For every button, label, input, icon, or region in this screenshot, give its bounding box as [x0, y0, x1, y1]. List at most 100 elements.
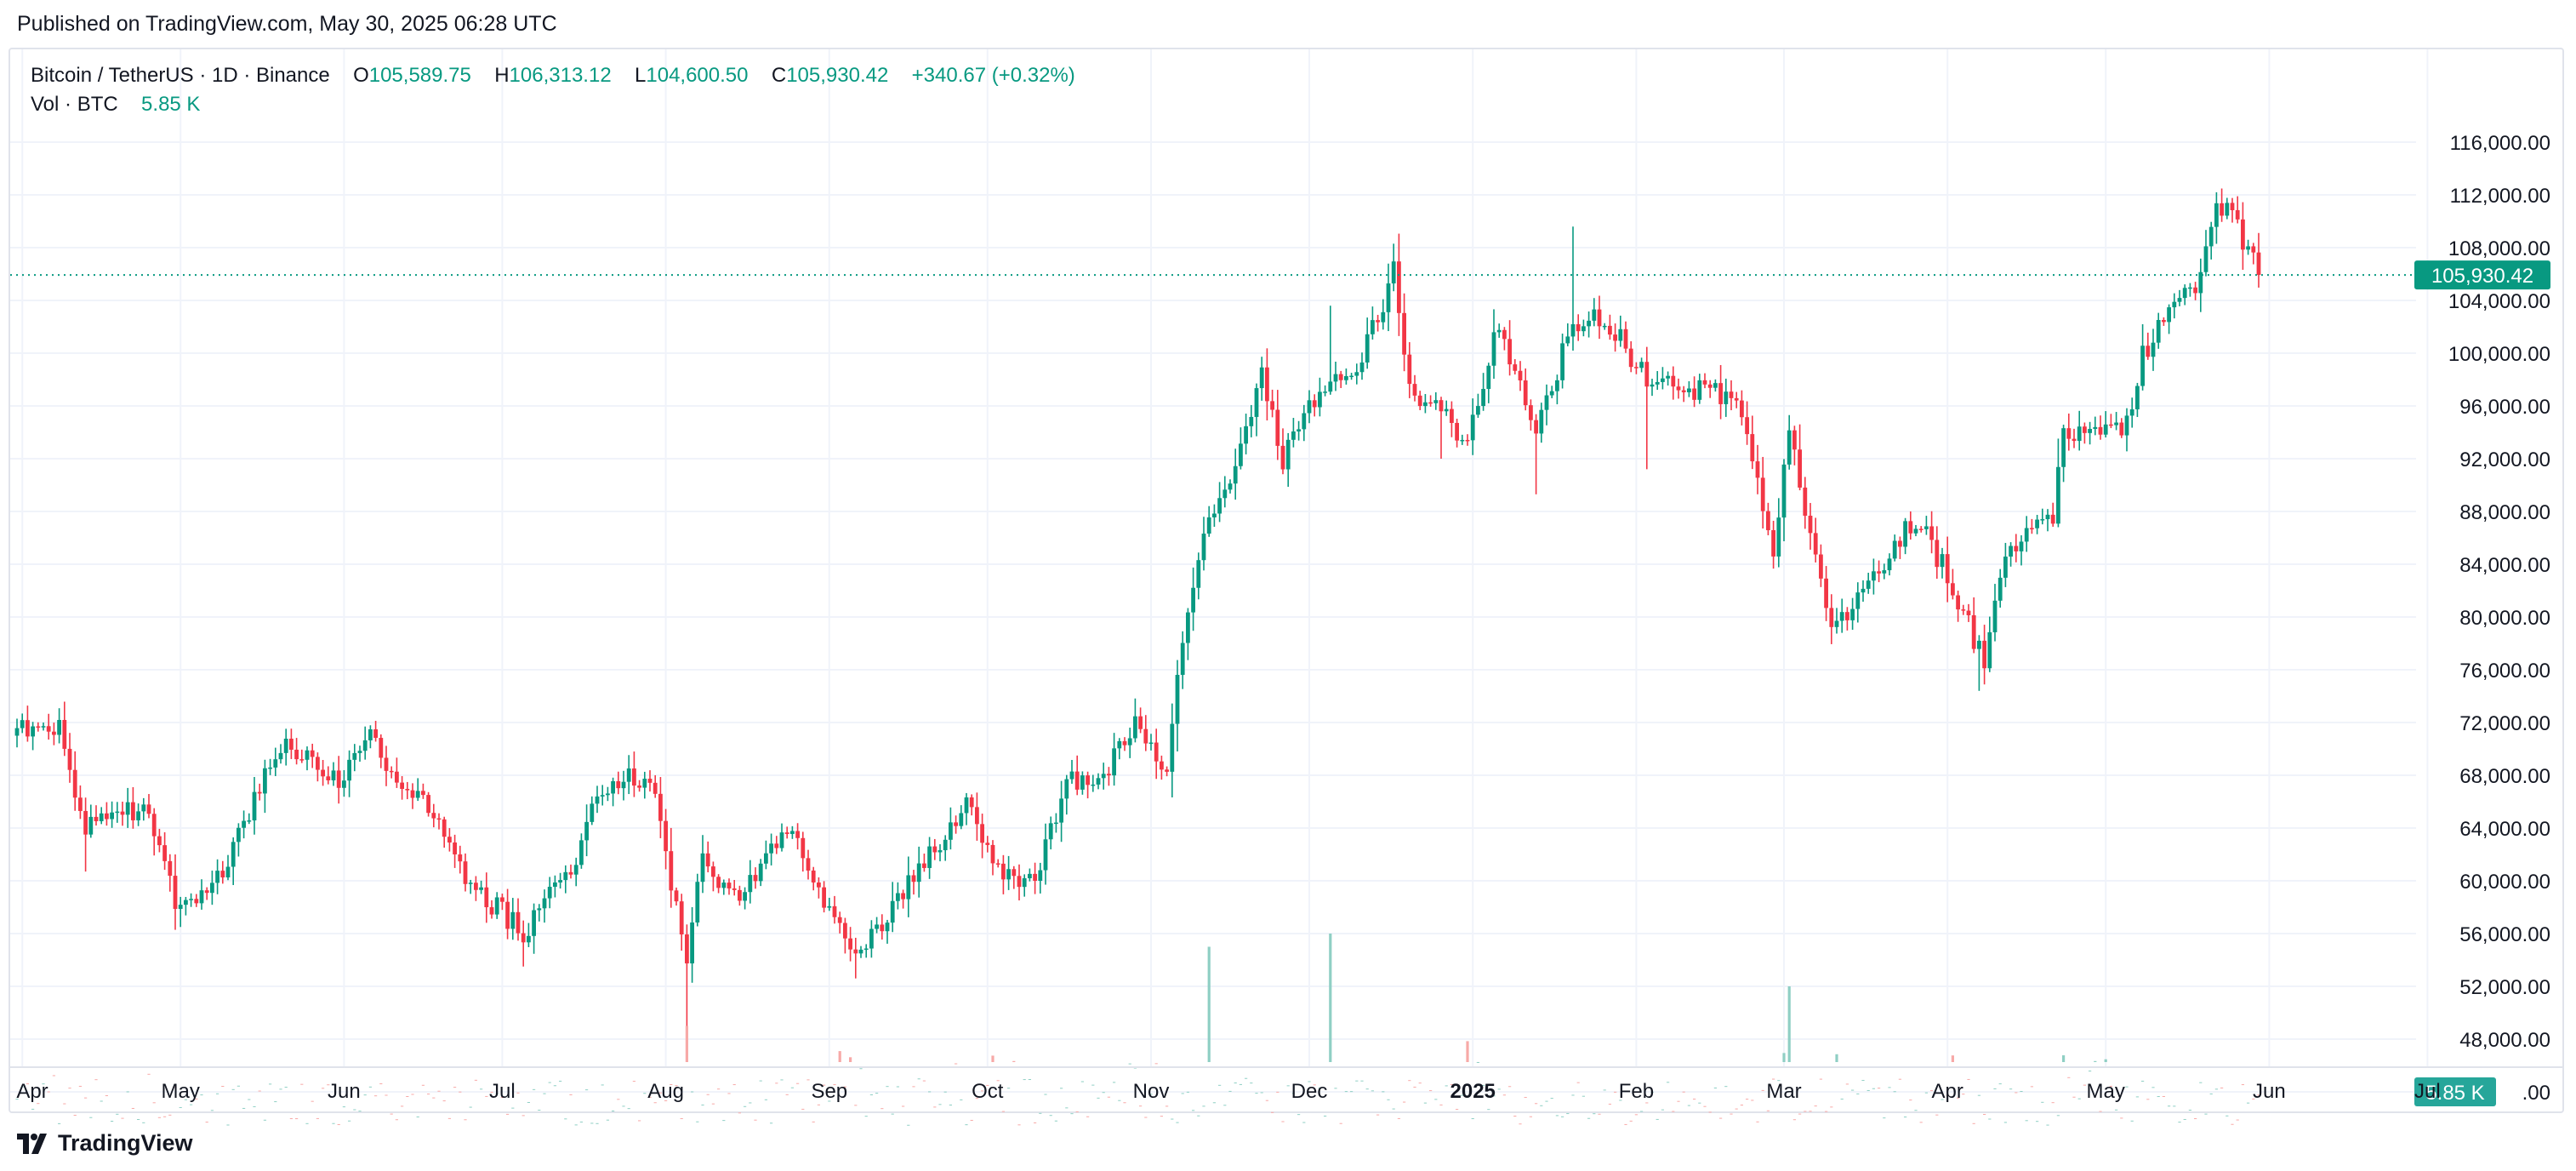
volume-bar: [1698, 1102, 1701, 1104]
candle-body: [1597, 309, 1602, 327]
candle-body: [1866, 580, 1871, 589]
candle-body: [26, 720, 30, 737]
chart-frame[interactable]: [9, 48, 2564, 1113]
candle-body: [88, 816, 94, 835]
candle-body: [547, 887, 552, 899]
candle-body: [1982, 640, 1986, 669]
candle-body: [969, 797, 974, 808]
candle-body: [1882, 570, 1887, 574]
candle-body: [426, 795, 430, 814]
candle-body: [41, 726, 46, 728]
candle-body: [2241, 219, 2245, 250]
volume-bar: [691, 1091, 694, 1093]
volume-bar: [2025, 1120, 2028, 1122]
candle-body: [516, 911, 521, 934]
volume-bar: [300, 1083, 304, 1085]
volume-bar: [274, 1101, 277, 1103]
volume-bar: [1434, 1099, 1438, 1100]
price-tick-label: 60,000.00: [2459, 871, 2550, 894]
candle-body: [395, 771, 399, 783]
price-tick-label: 76,000.00: [2459, 660, 2550, 683]
symbol-label[interactable]: Bitcoin / TetherUS · 1D · Binance: [31, 64, 330, 87]
candle-body: [2151, 342, 2156, 357]
volume-bar: [242, 1107, 246, 1109]
volume-bar: [2072, 1096, 2076, 1098]
volume-bar: [126, 1091, 129, 1093]
volume-bar: [1245, 1077, 1248, 1079]
volume-bar: [342, 1106, 345, 1108]
candle-body: [1265, 367, 1269, 402]
volume-bar: [559, 1080, 562, 1082]
volume-bar: [1508, 1086, 1512, 1088]
volume-bar: [1724, 1086, 1728, 1088]
candle-body: [2220, 203, 2224, 216]
volume-bar: [896, 1086, 899, 1088]
candle-body: [120, 811, 125, 815]
volume-bar: [1497, 1088, 1501, 1090]
candle-body: [1112, 748, 1116, 776]
price-tick-label: 108,000.00: [2448, 237, 2550, 260]
candle-body: [494, 897, 499, 915]
candle-body: [384, 757, 389, 771]
volume-bar: [838, 1051, 841, 1062]
volume-bar: [1376, 1114, 1380, 1116]
volume-bar: [2009, 1088, 2013, 1090]
volume-bar: [31, 1108, 35, 1110]
candle-body: [1423, 402, 1428, 407]
candle-body: [310, 750, 315, 757]
footer-brand[interactable]: TradingView: [17, 1130, 193, 1157]
candle-body: [500, 897, 504, 902]
volume-bar: [1951, 1055, 1954, 1062]
candle-body: [2114, 422, 2118, 426]
candle-body: [790, 831, 795, 834]
candle-body: [1750, 434, 1755, 462]
ohlc-row: Bitcoin / TetherUS · 1D · Binance O105,5…: [31, 61, 1075, 90]
candle-body: [906, 875, 911, 900]
candle-body: [436, 818, 442, 820]
candle-body: [184, 900, 188, 905]
candle-body: [1043, 839, 1048, 871]
volume-bar: [469, 1106, 472, 1108]
price-tick-label: 64,000.00: [2459, 818, 2550, 841]
candle-body: [1861, 588, 1866, 593]
volume-bar: [1730, 1113, 1733, 1115]
volume-bar: [1181, 1093, 1184, 1094]
candle-body: [664, 820, 668, 852]
volume-bar: [20, 1086, 24, 1088]
volume-bar: [653, 1102, 657, 1104]
volume-bar: [891, 1113, 894, 1115]
volume-bar: [1550, 1098, 1553, 1100]
candle-body: [1971, 614, 1976, 649]
candle-body: [1507, 339, 1512, 365]
volume-bar: [675, 1085, 678, 1087]
volume-bar: [1054, 1120, 1057, 1122]
candle-body: [1428, 402, 1433, 404]
candle-body: [2198, 271, 2203, 294]
candle-body: [801, 837, 806, 859]
candle-body: [1349, 375, 1354, 378]
volume-bar: [533, 1088, 536, 1090]
candle-body: [1549, 391, 1554, 396]
candle-body: [1212, 513, 1217, 517]
volume-bar: [711, 1103, 715, 1105]
candle-body: [36, 726, 41, 728]
candle-body: [858, 949, 863, 954]
candle-body: [1945, 554, 1950, 584]
volume-bar: [1640, 1111, 1644, 1112]
volume-bar: [353, 1109, 356, 1111]
candle-body: [1496, 329, 1502, 333]
candle-body: [1523, 380, 1528, 406]
candle-body: [1143, 728, 1148, 744]
volume-bar: [2051, 1102, 2055, 1104]
volume-bar: [73, 1114, 77, 1116]
volume-bar: [1324, 1115, 1327, 1117]
candle-body: [1491, 332, 1496, 366]
candle-body: [532, 910, 536, 936]
candle-body: [537, 908, 542, 911]
volume-bar: [368, 1086, 372, 1088]
volume-label[interactable]: Vol · BTC: [31, 93, 118, 116]
volume-bar: [2120, 1117, 2123, 1119]
volume-bar: [2109, 1085, 2112, 1087]
candle-body: [669, 851, 674, 891]
